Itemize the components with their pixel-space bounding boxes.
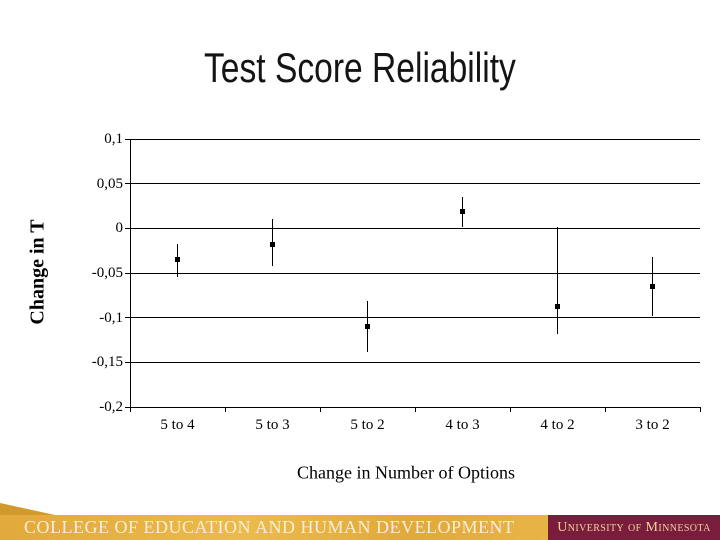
x-tick-mark: [319, 407, 321, 412]
x-tick-mark: [509, 407, 511, 412]
footer-university-band: University of Minnesota: [548, 515, 720, 540]
x-tick-mark: [699, 407, 701, 412]
x-tick-label: 5 to 2: [350, 417, 385, 433]
y-tick-mark: [125, 361, 130, 363]
x-tick-label: 3 to 2: [635, 417, 670, 433]
y-gridline: [130, 272, 700, 274]
y-tick-label: -0,05: [91, 265, 123, 281]
y-gridline: [130, 317, 700, 319]
slide-title: Test Score Reliability: [0, 44, 720, 92]
y-tick-label: 0,1: [104, 131, 123, 147]
y-tick-label: 0: [115, 220, 124, 237]
slide-title-text: Test Score Reliability: [204, 44, 516, 91]
y-tick-label: -0,15: [91, 354, 123, 371]
data-point: [365, 324, 370, 330]
y-tick-label: -0,2: [99, 399, 123, 415]
x-tick-label: 4 to 3: [445, 417, 480, 433]
footer-banner: COLLEGE OF EDUCATION AND HUMAN DEVELOPME…: [0, 503, 720, 540]
y-axis-line: [130, 139, 131, 407]
data-point: [555, 304, 560, 310]
y-tick-mark: [125, 227, 130, 229]
x-tick-label: 5 to 4: [160, 417, 195, 433]
footer-university-text: University of Minnesota: [557, 519, 711, 535]
y-tick-mark: [125, 317, 130, 319]
error-bar: [557, 227, 558, 334]
y-tick-mark: [125, 272, 130, 274]
y-tick-mark: [125, 406, 130, 408]
y-gridline: [130, 138, 700, 140]
x-tick-mark: [414, 407, 416, 412]
y-gridline: [130, 227, 700, 229]
x-tick-label: 5 to 3: [255, 417, 290, 433]
y-tick-label: -0,1: [99, 309, 123, 326]
x-tick-mark: [604, 407, 606, 412]
y-tick-mark: [125, 183, 130, 185]
y-gridline: [130, 183, 700, 185]
x-axis-title: Change in Number of Options: [297, 462, 515, 483]
x-tick-mark: [224, 407, 226, 412]
data-point: [175, 257, 180, 263]
footer-college-text: COLLEGE OF EDUCATION AND HUMAN DEVELOPME…: [24, 517, 515, 537]
x-tick-mark: [129, 407, 131, 412]
data-point: [460, 208, 465, 214]
y-axis-title: Change in T: [26, 219, 49, 325]
y-tick-mark: [125, 138, 130, 140]
y-gridline: [130, 361, 700, 363]
ribbon-fold: [0, 503, 55, 515]
data-point: [270, 241, 275, 247]
footer-college-band: COLLEGE OF EDUCATION AND HUMAN DEVELOPME…: [0, 515, 548, 540]
x-tick-label: 4 to 2: [540, 417, 575, 433]
y-tick-label: 0,05: [96, 175, 123, 192]
data-point: [650, 283, 655, 289]
